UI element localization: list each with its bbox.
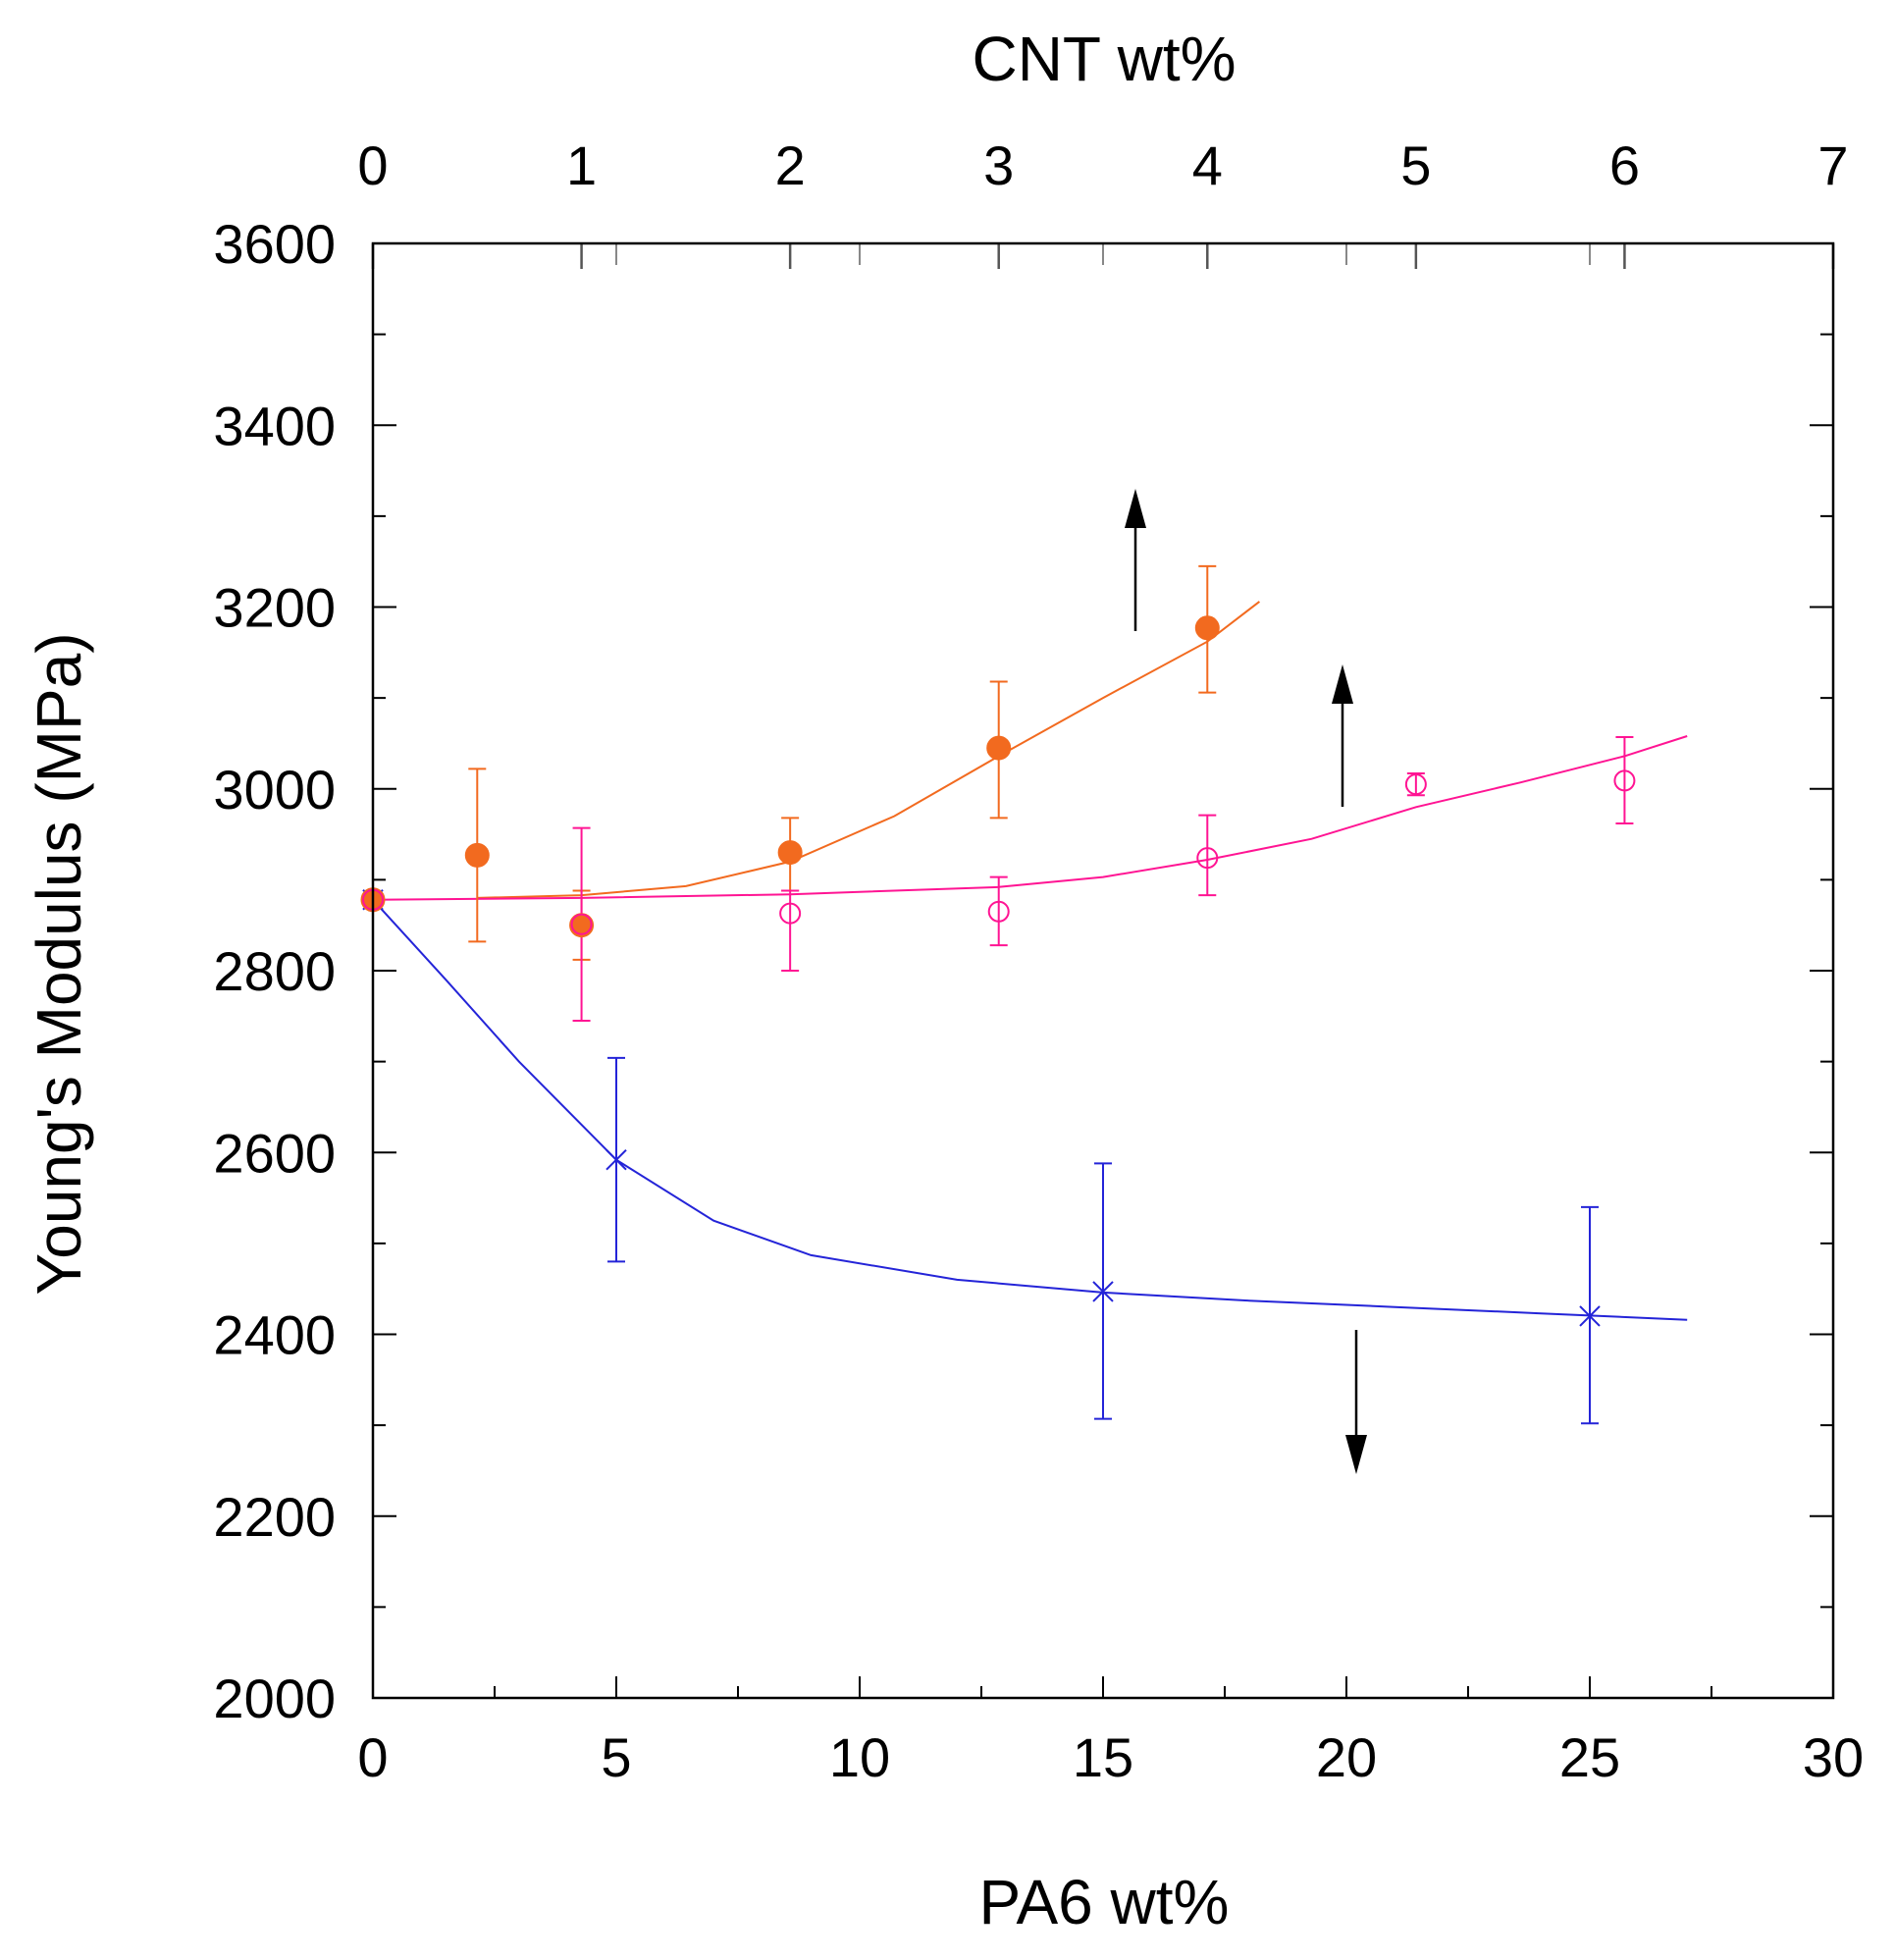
data-point (1092, 1281, 1114, 1302)
x-tick-label: 30 (1803, 1726, 1864, 1788)
x-axis-title: PA6 wt% (979, 1867, 1230, 1937)
y-tick-label: 2400 (213, 1304, 336, 1366)
x-tick-label: 15 (1073, 1726, 1133, 1788)
y-tick-label: 2600 (213, 1122, 336, 1184)
arrow-head (1345, 1435, 1367, 1474)
x-tick-label: 25 (1559, 1726, 1620, 1788)
fit-curve (372, 899, 1688, 1321)
data-point (986, 735, 1012, 761)
plot-frame (371, 241, 1835, 1700)
ticks-layer (371, 242, 1835, 1699)
arrow-head (1332, 664, 1353, 704)
arrows (1125, 489, 1367, 1474)
data-point (570, 913, 593, 935)
fit-curve (477, 601, 1261, 899)
data-point (464, 842, 490, 868)
data-point (1579, 1305, 1601, 1327)
tick-labels: 0 5 10 15 20 25 30 0 1 2 3 4 5 6 7 2000 2200 2400 2600 2800… (213, 134, 1864, 1788)
x2-tick-label: 4 (1192, 134, 1223, 196)
x-tick-label: 0 (357, 1726, 388, 1788)
arrow-head (1125, 489, 1146, 528)
data-point (1196, 847, 1219, 870)
data-point-stroke (1579, 1305, 1601, 1327)
data-point (605, 1148, 627, 1171)
arrow-up-icon (1125, 489, 1146, 631)
fit-curve (372, 735, 1688, 901)
x2-tick-label: 1 (566, 134, 597, 196)
x-tick-label: 5 (601, 1726, 631, 1788)
x2-tick-label: 3 (983, 134, 1014, 196)
data-point (1194, 615, 1220, 641)
x2-axis-title: CNT wt% (972, 24, 1236, 94)
data-point (1404, 773, 1427, 796)
x2-tick-label: 7 (1817, 134, 1848, 196)
data-point (779, 902, 802, 925)
y-tick-label: 3400 (213, 395, 336, 456)
y-tick-label: 3200 (213, 577, 336, 639)
y-tick-label: 2200 (213, 1486, 336, 1548)
x-tick-label: 10 (829, 1726, 890, 1788)
y-tick-label: 2800 (213, 940, 336, 1002)
y-tick-label: 2000 (213, 1668, 336, 1729)
x2-tick-label: 0 (357, 134, 388, 196)
data-point-stroke (1092, 1281, 1114, 1302)
y-tick-label: 3000 (213, 759, 336, 821)
x-tick-label: 20 (1316, 1726, 1377, 1788)
arrow-up-icon (1332, 664, 1353, 807)
x2-tick-label: 2 (775, 134, 806, 196)
y-tick-label: 3600 (213, 213, 336, 275)
y-axis-title: Young's Modulus (MPa) (24, 632, 94, 1295)
data-point (987, 900, 1010, 923)
data-point-stroke (605, 1148, 627, 1171)
error-bars (468, 564, 1634, 1425)
arrow-down-icon (1345, 1330, 1367, 1474)
data-point (777, 840, 803, 866)
fit-curves (372, 601, 1688, 1321)
x2-tick-label: 6 (1609, 134, 1640, 196)
x2-tick-label: 5 (1400, 134, 1431, 196)
data-point (1613, 769, 1636, 792)
